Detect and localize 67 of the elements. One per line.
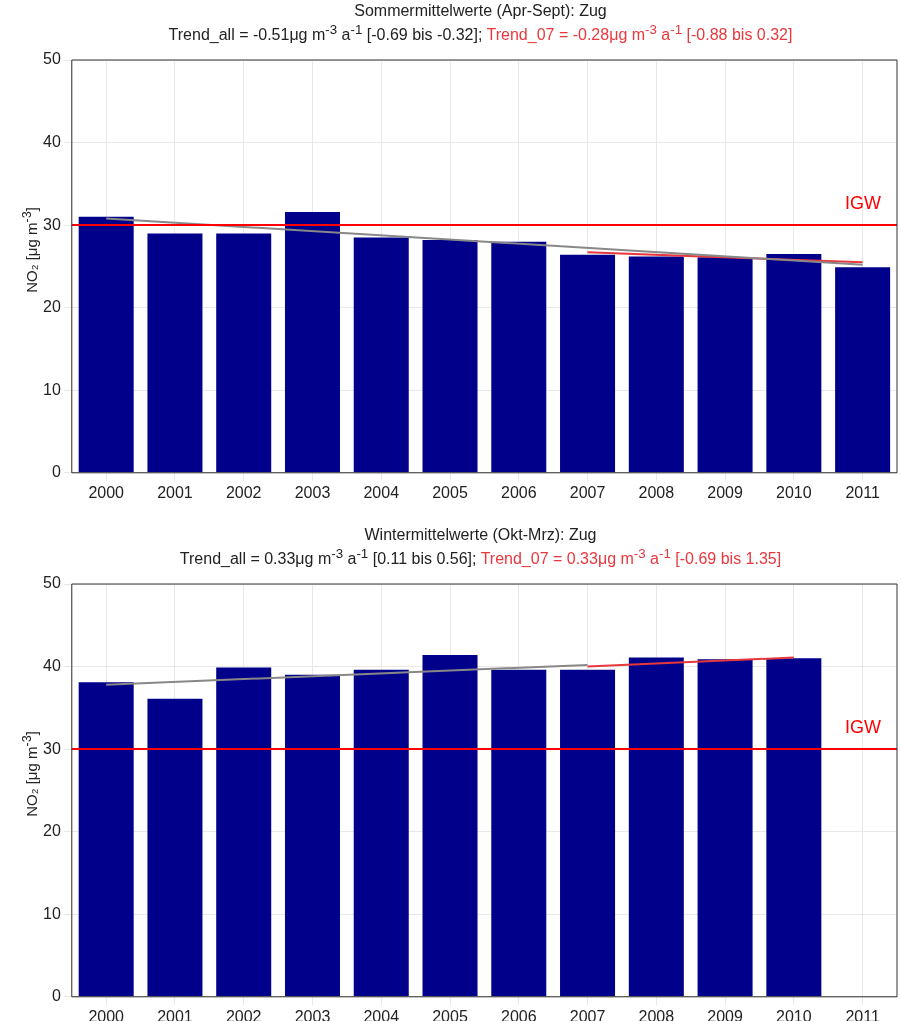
y-tick-label: 20 xyxy=(43,822,61,840)
x-tick-label: 2009 xyxy=(707,1007,743,1021)
x-tick-label: 2011 xyxy=(845,483,880,501)
bar xyxy=(697,257,753,473)
x-tick-label: 2007 xyxy=(569,1007,606,1021)
text: Trend_07 = 0.33μg m$^{-3}$ a$^{-1}$ [-0.69 bis 1.35] xyxy=(480,546,782,568)
y-tick-label: 0 xyxy=(51,987,61,1005)
x-tick-label: 2005 xyxy=(432,483,468,501)
ref-line-label: IGW xyxy=(845,717,881,738)
x-tick-label: 2009 xyxy=(707,483,743,501)
y-tick-label: 30 xyxy=(43,739,61,757)
chart-subtitle: Trend_all = -0.51μg m$^{-3}$ a$^{-1}$ [-0.69 bis -0.32]; xyxy=(168,22,484,44)
bar xyxy=(147,698,203,997)
x-tick-label: 2011 xyxy=(845,1007,880,1021)
chart-subtitle: Trend_all = 0.33μg m$^{-3}$ a$^{-1}$ [0.11 bis 0.56]; xyxy=(179,546,478,568)
bar xyxy=(147,233,203,473)
x-tick-label: 2010 xyxy=(776,483,812,501)
x-tick-label: 2001 xyxy=(157,483,193,501)
x-tick-label: 2002 xyxy=(225,483,262,501)
bar xyxy=(697,659,753,997)
x-tick-label: 2007 xyxy=(569,483,606,501)
x-tick-label: 2000 xyxy=(88,483,125,501)
bar xyxy=(284,211,340,473)
bar xyxy=(422,655,478,997)
chart-title: Wintermittelwerte (Okt-Mrz): Zug xyxy=(363,526,598,544)
x-tick-label: 2003 xyxy=(294,1007,331,1021)
x-tick-label: 2005 xyxy=(432,1007,468,1021)
chart-title: Sommermittelwerte (Apr-Sept): Zug xyxy=(353,2,608,20)
x-tick-label: 2002 xyxy=(225,1007,262,1021)
bar xyxy=(560,669,616,997)
bar xyxy=(216,233,272,473)
x-tick-label: 2004 xyxy=(363,483,400,501)
ref-line-label: IGW xyxy=(845,193,881,214)
bar xyxy=(353,237,409,473)
y-tick-label: 40 xyxy=(43,132,61,150)
bar xyxy=(628,657,684,997)
y-tick-label: 40 xyxy=(43,656,61,674)
bar xyxy=(766,254,822,473)
y-tick-label: 50 xyxy=(43,574,61,592)
bar xyxy=(78,682,134,997)
bar xyxy=(491,241,547,473)
y-tick-label: 50 xyxy=(43,50,61,68)
x-tick-label: 2008 xyxy=(638,1007,675,1021)
bar xyxy=(766,658,822,997)
y-tick-label: 0 xyxy=(51,463,61,481)
bar xyxy=(491,669,547,997)
text: Trend_07 = -0.28μg m$^{-3}$ a$^{-1}$ [-0.88 bis 0.32] xyxy=(486,22,793,44)
bar xyxy=(216,667,272,997)
x-tick-label: 2008 xyxy=(638,483,675,501)
x-tick-label: 2004 xyxy=(363,1007,400,1021)
bar xyxy=(422,239,478,473)
bar xyxy=(78,216,134,473)
bar xyxy=(628,256,684,473)
bar xyxy=(284,674,340,997)
x-tick-label: 2010 xyxy=(776,1007,812,1021)
x-tick-label: 2001 xyxy=(157,1007,193,1021)
y-tick-label: 10 xyxy=(43,904,61,922)
bar xyxy=(560,254,616,473)
y-tick-label: 30 xyxy=(43,215,61,233)
y-tick-label: 20 xyxy=(43,298,61,316)
bar xyxy=(353,669,409,997)
y-tick-label: 10 xyxy=(43,380,61,398)
x-tick-label: 2006 xyxy=(500,1007,537,1021)
x-tick-label: 2000 xyxy=(88,1007,125,1021)
x-tick-label: 2003 xyxy=(294,483,331,501)
bar xyxy=(835,267,891,473)
x-tick-label: 2006 xyxy=(500,483,537,501)
